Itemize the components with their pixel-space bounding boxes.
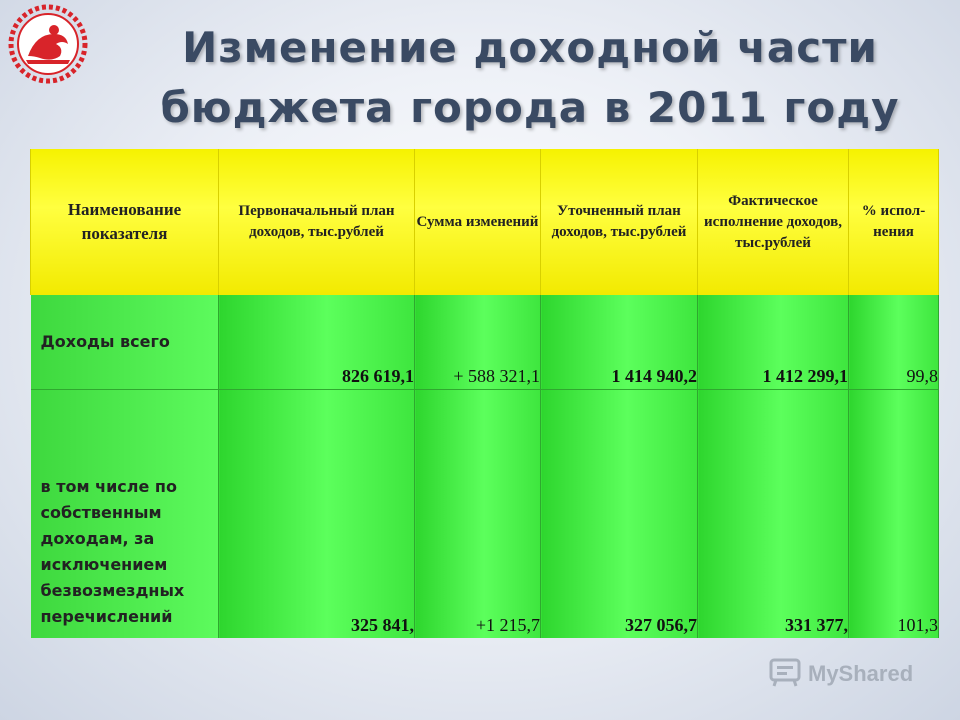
cell-actual-execution: 331 377, bbox=[697, 389, 849, 638]
myshared-watermark: MyShared bbox=[768, 654, 913, 694]
title-line-1: Изменение доходной части bbox=[182, 23, 878, 72]
header-initial-plan: Первоначальный план доходов, тыс.рублей bbox=[218, 149, 415, 295]
slide-title: Изменение доходной части бюджета города … bbox=[150, 18, 910, 138]
cell-execution-percent: 99,8 bbox=[848, 295, 939, 390]
city-emblem-logo bbox=[6, 4, 90, 84]
header-revised-plan: Уточненный план доходов, тыс.рублей bbox=[540, 149, 698, 295]
header-indicator-name: Наименование показателя bbox=[30, 149, 219, 295]
cell-initial-plan: 826 619,1 bbox=[218, 295, 415, 390]
title-line-2: бюджета города в 2011 году bbox=[160, 83, 900, 132]
header-actual-execution: Фактическое исполнение доходов, тыс.рубл… bbox=[697, 149, 849, 295]
cell-revised-plan: 327 056,7 bbox=[540, 389, 698, 638]
cell-change-sum: +1 215,7 bbox=[414, 389, 541, 638]
table-row: Доходы всего 826 619,1 + 588 321,1 1 414… bbox=[30, 295, 939, 390]
header-change-sum: Сумма изменений bbox=[414, 149, 541, 295]
table-header-row: Наименование показателя Первоначальный п… bbox=[30, 149, 939, 295]
table-row: в том числе по собственным доходам, за и… bbox=[30, 389, 939, 638]
budget-table: Наименование показателя Первоначальный п… bbox=[30, 149, 939, 638]
myshared-logo-icon bbox=[768, 654, 802, 694]
watermark-text: MyShared bbox=[808, 661, 914, 686]
cell-actual-execution: 1 412 299,1 bbox=[697, 295, 849, 390]
cell-revised-plan: 1 414 940,2 bbox=[540, 295, 698, 390]
row-label: в том числе по собственным доходам, за и… bbox=[30, 389, 219, 638]
cell-initial-plan: 325 841, bbox=[218, 389, 415, 638]
header-execution-percent: % испол-нения bbox=[848, 149, 939, 295]
cell-execution-percent: 101,3 bbox=[848, 389, 939, 638]
row-label: Доходы всего bbox=[30, 295, 219, 390]
cell-change-sum: + 588 321,1 bbox=[414, 295, 541, 390]
